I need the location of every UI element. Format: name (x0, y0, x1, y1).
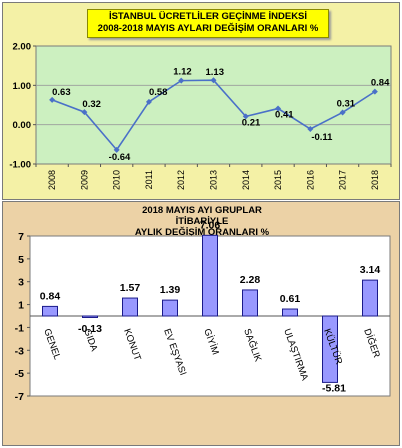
top-x-tick-label: 2010 (112, 170, 122, 190)
bottom-data-label: 1.57 (120, 282, 141, 294)
top-x-tick-label: 2014 (241, 170, 251, 190)
bottom-y-tick-label: -7 (15, 391, 24, 403)
bottom-y-tick-label: 3 (18, 277, 24, 289)
top-y-tick-label: 1.00 (13, 81, 32, 92)
top-data-point (275, 105, 282, 112)
top-x-tick-label: 2016 (305, 170, 315, 190)
bottom-bar (282, 308, 298, 317)
bottom-data-label: -5.81 (322, 382, 346, 394)
bottom-data-label: 2.28 (240, 274, 261, 286)
top-data-point (178, 77, 185, 84)
top-data-point (371, 88, 378, 95)
top-data-label: 1.12 (173, 67, 192, 78)
bottom-data-label: 0.61 (280, 293, 301, 305)
bottom-data-label: 7.06 (200, 219, 221, 231)
bottom-y-tick-label: -5 (15, 368, 24, 380)
bottom-y-tick-label: 1 (18, 300, 24, 312)
top-data-point (145, 98, 152, 105)
bottom-data-label: 3.14 (360, 264, 381, 276)
top-x-tick-label: 2009 (79, 170, 89, 190)
bottom-data-label: 0.84 (40, 290, 61, 302)
top-data-label: -0.64 (109, 152, 131, 163)
top-x-tick-label: 2017 (338, 170, 348, 190)
bottom-data-label: 1.39 (160, 284, 181, 296)
top-y-tick-label: 0.00 (13, 120, 32, 131)
top-data-point (49, 96, 56, 103)
top-x-tick-label: 2018 (370, 170, 380, 190)
top-x-tick-label: 2015 (273, 170, 283, 190)
top-data-point (339, 109, 346, 116)
top-chart-title-line-2: 2008-2018 MAYIS AYLARI DEĞİŞİM ORANLARI … (97, 23, 319, 34)
top-x-tick-label: 2013 (209, 170, 219, 190)
bottom-bar (122, 297, 138, 317)
bottom-bar (322, 315, 338, 383)
bottom-bar (82, 315, 98, 318)
bottom-chart-title: 2018 MAYIS AYI GRUPLAR İTİBARİYLE AYLIK … (121, 205, 283, 238)
top-data-point (113, 146, 120, 153)
top-data-label: 0.84 (371, 78, 390, 89)
bottom-bar (242, 289, 258, 317)
top-data-point (81, 109, 88, 116)
bottom-y-tick-label: 5 (18, 254, 24, 266)
bottom-y-tick-label: -1 (15, 322, 24, 334)
bottom-bar (362, 279, 378, 317)
top-data-label: 0.31 (337, 98, 356, 109)
top-y-tick-label: -1.00 (9, 160, 31, 171)
bottom-chart-title-line-2: AYLIK DEĞİŞİM ORANLARI % (134, 227, 270, 238)
top-data-label: -0.11 (311, 132, 333, 143)
top-x-tick-label: 2011 (144, 170, 154, 189)
top-data-label: 1.13 (206, 67, 225, 78)
top-data-label: 0.41 (275, 110, 294, 121)
bottom-bar (42, 305, 58, 317)
top-plot-area (35, 45, 392, 165)
bottom-y-tick-label: 7 (18, 231, 24, 243)
bottom-bar (202, 234, 218, 317)
top-data-point (242, 113, 249, 120)
bottom-chart-title-line-1: 2018 MAYIS AYI GRUPLAR İTİBARİYLE (142, 205, 262, 227)
top-data-point (307, 125, 314, 132)
bottom-y-tick-label: -3 (15, 345, 24, 357)
top-x-tick-label: 2008 (47, 170, 57, 190)
bottom-data-label: -0.13 (78, 323, 102, 335)
top-data-label: 0.63 (52, 87, 71, 98)
top-chart-title: İSTANBUL ÜCRETLİLER GEÇİNME İNDEKSİ 2008… (87, 9, 329, 38)
bottom-bar (162, 299, 178, 317)
top-data-label: 0.58 (149, 87, 168, 98)
top-chart-title-line-1: İSTANBUL ÜCRETLİLER GEÇİNME İNDEKSİ (108, 11, 308, 22)
top-data-point (210, 77, 217, 84)
top-y-tick-label: 2.00 (13, 42, 32, 53)
top-x-tick-label: 2012 (176, 170, 186, 190)
top-data-label: 0.21 (242, 117, 261, 128)
top-data-label: 0.32 (82, 99, 101, 110)
